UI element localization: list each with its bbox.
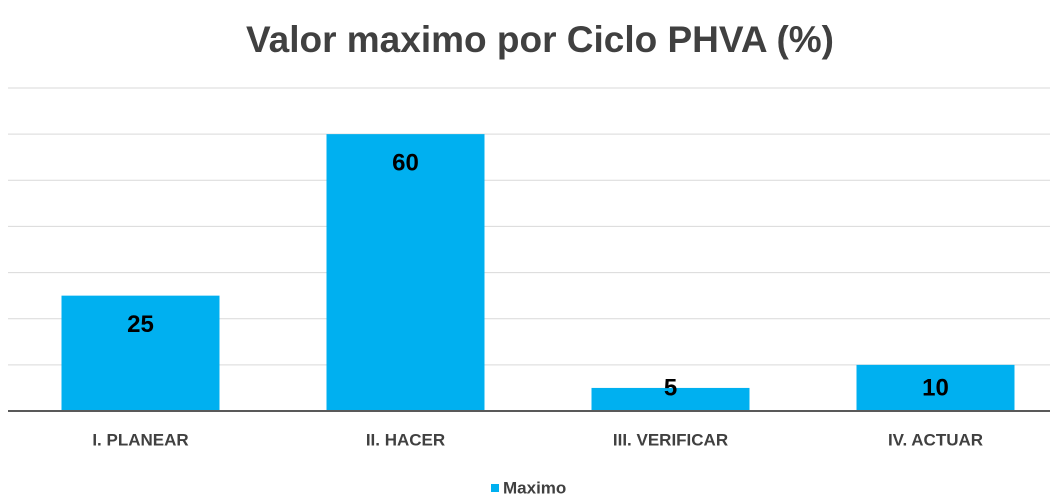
- bar: [591, 387, 750, 411]
- data-label: 5: [664, 374, 677, 401]
- legend-label: Maximo: [503, 478, 566, 497]
- legend-swatch: [491, 484, 499, 492]
- data-label: 60: [392, 149, 419, 176]
- x-tick-label: III. VERIFICAR: [613, 430, 728, 449]
- x-tick-label: I. PLANEAR: [92, 430, 188, 449]
- bar: [61, 295, 220, 411]
- chart-title: Valor maximo por Ciclo PHVA (%): [246, 19, 834, 60]
- bar: [856, 364, 1015, 411]
- data-label: 10: [922, 374, 949, 401]
- x-tick-label: II. HACER: [366, 430, 445, 449]
- bar: [326, 134, 485, 411]
- x-tick-label: IV. ACTUAR: [888, 430, 983, 449]
- data-label: 25: [127, 311, 154, 338]
